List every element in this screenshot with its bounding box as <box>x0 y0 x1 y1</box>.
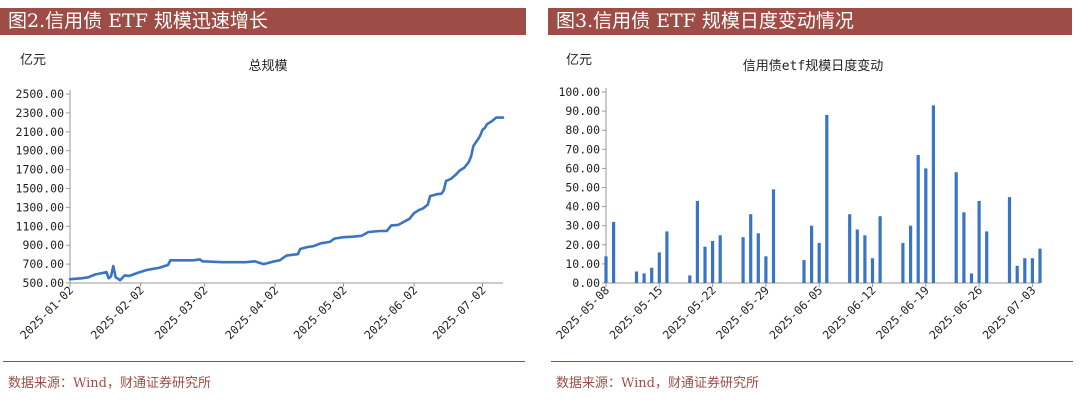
y-tick-label: 50.00 <box>565 181 600 195</box>
y-tick-label: 10.00 <box>565 257 600 271</box>
bar <box>1015 265 1019 283</box>
bar <box>1023 258 1027 283</box>
y-tick-label: 900.00 <box>22 238 64 252</box>
y-tick-label: 500.00 <box>22 276 64 290</box>
y-tick-label: 1100.00 <box>16 219 65 233</box>
bar <box>695 200 699 283</box>
bar <box>924 168 928 283</box>
y-tick-label: 700.00 <box>22 257 64 271</box>
x-tick-label: 2025-05-02 <box>291 283 350 342</box>
x-tick-label: 2025-06-26 <box>926 283 985 342</box>
x-tick-label: 2025-05-08 <box>553 283 612 342</box>
chart-panel-daily-change: 图3.信用债 ETF 规模日度变动情况 亿元 信用债etf规模日度变动 0.00 10… <box>548 0 1080 401</box>
bar <box>771 189 776 283</box>
divider <box>551 361 1073 362</box>
y-tick-label: 80.00 <box>565 123 600 137</box>
x-tick-label: 2025-06-02 <box>361 283 420 342</box>
series-line <box>68 116 505 282</box>
x-tick-label: 2025-04-02 <box>222 283 281 342</box>
bar <box>703 246 707 283</box>
y-tick-label: 20.00 <box>565 238 600 252</box>
x-tick-label: 2025-07-03 <box>980 283 1039 342</box>
bar <box>870 258 875 283</box>
bar <box>604 256 608 283</box>
x-tick-label: 2025-06-12 <box>820 283 879 342</box>
bar <box>650 267 654 283</box>
y-tick-label: 2500.00 <box>16 87 65 101</box>
y-tick-label: 1300.00 <box>16 200 65 214</box>
bar <box>985 231 989 283</box>
bar-chart: 亿元 信用债etf规模日度变动 0.00 10.00 20.00 30.00 40.00 50… <box>553 53 1042 342</box>
bar <box>878 216 882 283</box>
bar <box>863 235 867 284</box>
y-tick-label: 1900.00 <box>16 144 65 158</box>
bar <box>825 114 829 284</box>
bar <box>688 275 692 283</box>
bar <box>931 105 935 284</box>
y-tick-label: 1500.00 <box>16 182 65 196</box>
unit-label: 亿元 <box>20 53 46 68</box>
figure-header: 图3.信用债 ETF 规模日度变动情况 <box>548 8 1072 35</box>
y-tick-label: 70.00 <box>565 142 600 156</box>
bar <box>665 231 669 283</box>
bar <box>711 241 715 283</box>
y-tick-label: 60.00 <box>565 161 600 175</box>
bar <box>741 237 745 283</box>
x-tick-label: 2025-05-29 <box>713 283 772 342</box>
y-tick-label: 40.00 <box>565 200 600 214</box>
x-tick-label: 2025-05-15 <box>607 283 666 342</box>
bar <box>954 172 958 283</box>
bar <box>901 242 905 283</box>
bar <box>642 273 646 283</box>
chart-title: 总规模 <box>248 59 287 74</box>
bar <box>657 252 661 283</box>
y-tick-label: 2300.00 <box>16 106 65 120</box>
x-tick-label: 2025-05-22 <box>660 283 719 342</box>
x-tick-label: 2025-01-02 <box>17 283 76 342</box>
y-tick-label: 2100.00 <box>16 125 65 139</box>
x-tick-label: 2025-07-02 <box>430 283 489 342</box>
y-tick-label: 0.00 <box>572 276 600 290</box>
bar <box>909 225 913 283</box>
figure-header: 图2.信用债 ETF 规模迅速增长 <box>0 8 526 35</box>
bar <box>718 235 722 284</box>
y-tick-label: 30.00 <box>565 219 600 233</box>
source-note: 数据来源：Wind，财通证券研究所 <box>8 376 211 391</box>
y-tick-label: 100.00 <box>558 85 600 99</box>
x-tick-label: 2025-06-05 <box>766 283 825 342</box>
unit-label: 亿元 <box>566 53 592 68</box>
x-tick-label: 2025-02-02 <box>88 283 147 342</box>
bar <box>817 242 821 283</box>
bar <box>764 256 768 283</box>
bar <box>916 155 920 283</box>
y-tick-label: 1700.00 <box>16 163 65 177</box>
line-chart: 亿元 总规模 500.00 700.00 900.00 1100.00 1300.00 150… <box>16 53 505 342</box>
source-note: 数据来源：Wind，财通证券研究所 <box>556 376 759 391</box>
bar <box>749 214 753 283</box>
bar <box>756 233 760 283</box>
x-tick-label: 2025-06-19 <box>873 283 932 342</box>
bar <box>1038 248 1042 283</box>
chart-panel-total-size: 图2.信用债 ETF 规模迅速增长 亿元 总规模 500.00 700.00 900.0… <box>0 0 533 401</box>
bar <box>612 221 616 283</box>
bar <box>848 214 852 283</box>
chart-title: 信用债etf规模日度变动 <box>743 58 883 74</box>
bar <box>977 200 981 283</box>
bar <box>634 271 639 283</box>
bar <box>802 260 806 283</box>
bar <box>810 225 814 283</box>
bar <box>962 212 966 283</box>
y-tick-label: 90.00 <box>565 104 600 118</box>
bar <box>1007 197 1012 283</box>
divider <box>3 361 525 362</box>
bar <box>855 229 859 283</box>
bar <box>1030 258 1034 283</box>
x-tick-label: 2025-03-02 <box>152 283 211 342</box>
bar <box>969 273 974 283</box>
